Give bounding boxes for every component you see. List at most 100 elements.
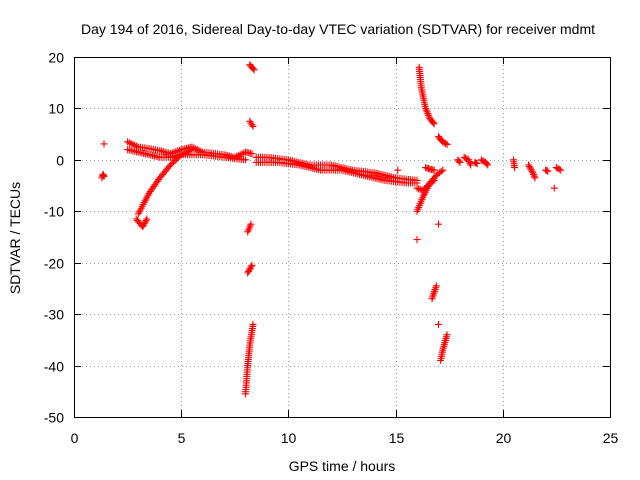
data-point — [434, 320, 442, 328]
data-point — [139, 221, 147, 229]
data-point — [246, 264, 254, 272]
plot-frame — [74, 57, 611, 418]
data-point — [166, 161, 174, 169]
data-point — [168, 160, 176, 168]
data-point — [527, 166, 535, 174]
data-point — [170, 158, 178, 166]
data-point — [249, 65, 257, 73]
x-tick-label: 25 — [603, 430, 619, 446]
y-tick-label: 0 — [56, 153, 64, 169]
data-point — [526, 164, 534, 172]
y-tick-labels: 20 10 0 -10 -20 -30 -40 -50 — [44, 50, 64, 426]
data-point — [250, 66, 258, 74]
data-point — [394, 166, 402, 174]
y-axis-label: SDTVAR / TECUs — [7, 182, 23, 294]
data-point — [422, 106, 430, 114]
x-tick-label: 0 — [71, 430, 79, 446]
data-point — [143, 215, 151, 223]
data-point — [432, 284, 440, 292]
data-point — [141, 218, 149, 226]
data-point — [430, 166, 438, 174]
data-point — [248, 261, 256, 269]
data-point — [247, 220, 255, 228]
x-axis-label: GPS time / hours — [289, 458, 396, 474]
data-point — [139, 223, 147, 231]
data-point — [188, 146, 196, 154]
data-point — [525, 161, 533, 169]
data-point — [464, 156, 472, 164]
data-point — [242, 156, 250, 164]
data-point — [413, 236, 421, 244]
data-point — [442, 140, 450, 148]
data-point — [531, 174, 539, 182]
data-point — [544, 167, 552, 175]
data-point — [415, 185, 423, 193]
chart-title: Day 194 of 2016, Sidereal Day-to-day VTE… — [81, 21, 595, 37]
x-tick-label: 10 — [281, 430, 297, 446]
data-point — [429, 293, 437, 301]
data-point — [430, 120, 438, 128]
data-point — [249, 122, 257, 130]
data-point — [456, 158, 464, 166]
data-point — [100, 172, 108, 180]
data-point — [422, 104, 430, 112]
y-tick-label: -50 — [44, 410, 64, 426]
y-tick-label: 20 — [48, 50, 64, 66]
data-point — [142, 217, 150, 225]
x-tick-label: 20 — [496, 430, 512, 446]
y-tick-label: -30 — [44, 307, 64, 323]
data-point — [173, 155, 181, 163]
x-tick-labels: 0 5 10 15 20 25 — [71, 430, 619, 446]
y-tick-label: 10 — [48, 101, 64, 117]
data-point — [424, 110, 432, 118]
data-point — [529, 169, 537, 177]
data-point — [466, 159, 474, 167]
data-point — [439, 166, 447, 174]
data-point — [557, 166, 565, 174]
data-point — [247, 263, 255, 271]
data-point — [525, 163, 533, 171]
y-tick-label: -20 — [44, 256, 64, 272]
data-point — [245, 267, 253, 275]
data-point — [248, 121, 256, 129]
data-point — [484, 161, 492, 169]
data-point — [245, 266, 253, 274]
y-tick-label: -40 — [44, 359, 64, 375]
data-point — [443, 140, 451, 148]
data-point — [550, 184, 558, 192]
data-point — [432, 282, 440, 290]
data-point — [430, 289, 438, 297]
data-point — [455, 157, 463, 165]
data-point — [428, 295, 436, 303]
data-point — [140, 220, 148, 228]
data-point — [437, 167, 445, 175]
data-point — [171, 157, 179, 165]
x-tick-label: 5 — [178, 430, 186, 446]
y-tick-label: -10 — [44, 204, 64, 220]
data-point — [443, 331, 451, 339]
data-point — [530, 170, 538, 178]
data-point — [174, 154, 182, 162]
data-point — [100, 140, 108, 148]
data-point — [413, 184, 421, 192]
x-tick-label: 15 — [389, 430, 405, 446]
data-point — [424, 111, 432, 119]
grid-lines — [74, 57, 610, 417]
data-point — [555, 165, 563, 173]
data-point — [431, 286, 439, 294]
data-point — [430, 287, 438, 295]
data-point — [429, 119, 437, 127]
data-point — [465, 158, 473, 166]
data-point — [249, 320, 257, 328]
data-point — [423, 108, 431, 116]
data-point — [483, 160, 491, 168]
data-point — [473, 159, 481, 167]
data-point — [528, 167, 536, 175]
data-point — [244, 269, 252, 277]
data-point — [434, 220, 442, 228]
data-points — [98, 61, 565, 398]
data-point — [511, 164, 519, 172]
data-point — [429, 291, 437, 299]
data-point — [467, 161, 475, 169]
